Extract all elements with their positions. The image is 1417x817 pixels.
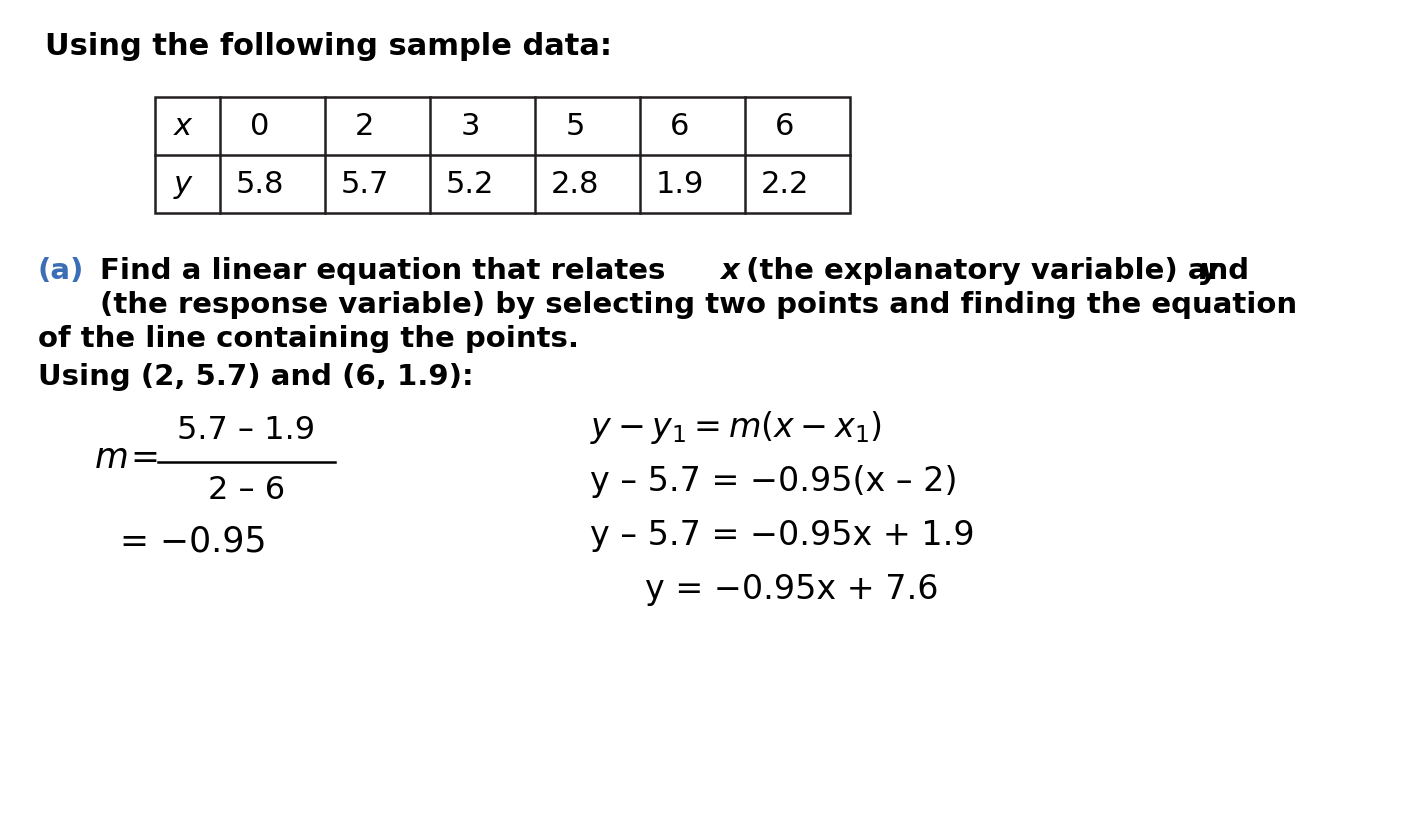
Text: y: y [173, 169, 191, 199]
Text: 5: 5 [565, 111, 585, 141]
Text: x: x [173, 111, 191, 141]
Text: 5.2: 5.2 [446, 169, 495, 199]
Text: y = −0.95x + 7.6: y = −0.95x + 7.6 [645, 573, 938, 605]
Text: m: m [95, 441, 129, 475]
Text: = −0.95: = −0.95 [120, 525, 266, 559]
Text: Find a linear equation that relates: Find a linear equation that relates [101, 257, 676, 285]
Text: Using the following sample data:: Using the following sample data: [45, 32, 612, 61]
Text: (the explanatory variable) and: (the explanatory variable) and [735, 257, 1260, 285]
Text: 5.7 – 1.9: 5.7 – 1.9 [177, 414, 316, 445]
Text: 1.9: 1.9 [656, 169, 704, 199]
Text: 2.8: 2.8 [551, 169, 599, 199]
Bar [154, 97, 850, 213]
Text: =: = [120, 441, 160, 475]
Text: 2 – 6: 2 – 6 [208, 475, 285, 506]
Text: 6: 6 [670, 111, 690, 141]
Text: 0: 0 [251, 111, 269, 141]
Text: 3: 3 [461, 111, 479, 141]
Text: y: y [1200, 257, 1219, 285]
Text: 2: 2 [356, 111, 374, 141]
Text: (the response variable) by selecting two points and finding the equation: (the response variable) by selecting two… [101, 291, 1297, 319]
Text: x: x [720, 257, 738, 285]
Text: $y - y_1 = m(x - x_1)$: $y - y_1 = m(x - x_1)$ [589, 408, 881, 445]
Text: 5.7: 5.7 [340, 169, 390, 199]
Text: (a): (a) [38, 257, 85, 285]
Text: 5.8: 5.8 [235, 169, 285, 199]
Text: 6: 6 [775, 111, 795, 141]
Text: y – 5.7 = −0.95x + 1.9: y – 5.7 = −0.95x + 1.9 [589, 519, 975, 551]
Text: Using (2, 5.7) and (6, 1.9):: Using (2, 5.7) and (6, 1.9): [38, 363, 473, 391]
Text: y – 5.7 = −0.95(x – 2): y – 5.7 = −0.95(x – 2) [589, 465, 958, 498]
Text: 2.2: 2.2 [761, 169, 809, 199]
Text: of the line containing the points.: of the line containing the points. [38, 325, 580, 353]
